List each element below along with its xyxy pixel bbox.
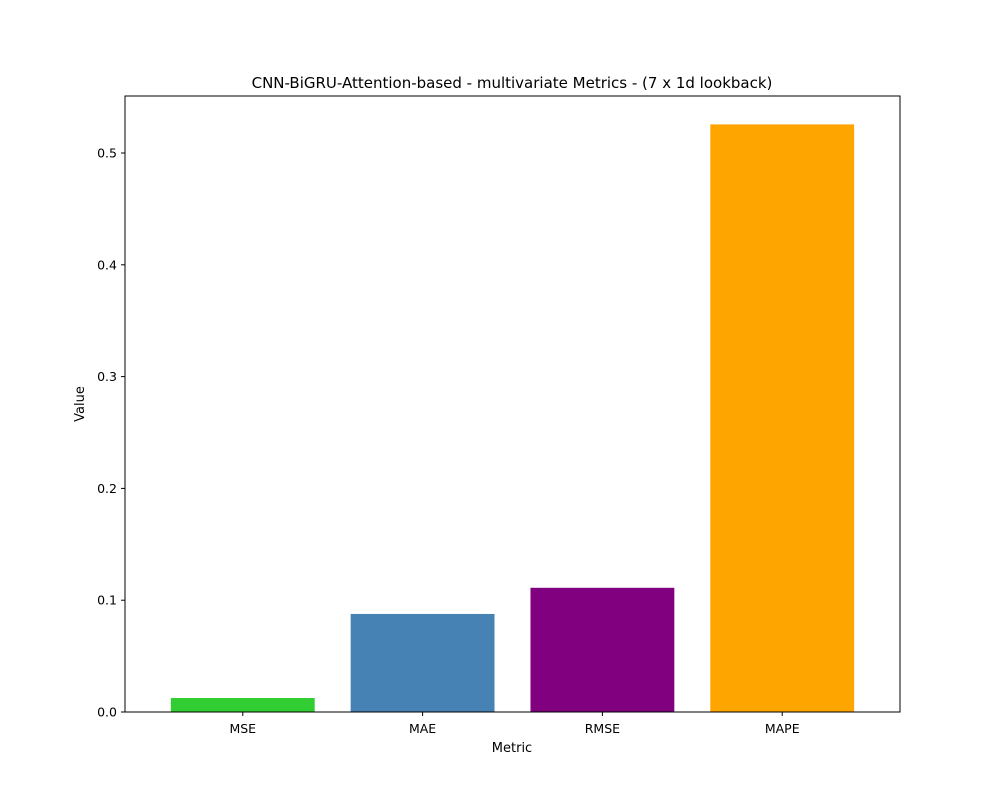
bar-mae — [350, 613, 495, 712]
y-axis-label: Value — [73, 386, 88, 422]
x-tick-label-mse: MSE — [229, 721, 256, 736]
bar-mape — [710, 124, 855, 713]
x-axis-label: Metric — [492, 741, 532, 756]
chart-title: CNN-BiGRU-Attention-based - multivariate… — [252, 74, 773, 92]
y-tick-label: 0.5 — [97, 146, 117, 161]
y-tick-label: 0.3 — [97, 369, 117, 384]
x-tick-label-mape: MAPE — [765, 721, 800, 736]
x-tick-label-rmse: RMSE — [585, 721, 620, 736]
x-tick-label-mae: MAE — [409, 721, 436, 736]
ticks-layer: MSE MAE RMSE MAPE 0.0 0.1 0.2 0.3 0.4 0.5 — [97, 146, 800, 736]
bar-mse — [170, 698, 315, 712]
plot-frame — [124, 95, 901, 713]
y-tick-label: 0.2 — [97, 481, 117, 496]
y-tick-label: 0.1 — [97, 593, 117, 608]
bar-rmse — [530, 587, 675, 712]
bars-layer — [170, 124, 855, 713]
y-tick-label: 0.0 — [97, 705, 117, 720]
y-tick-label: 0.4 — [97, 257, 117, 272]
